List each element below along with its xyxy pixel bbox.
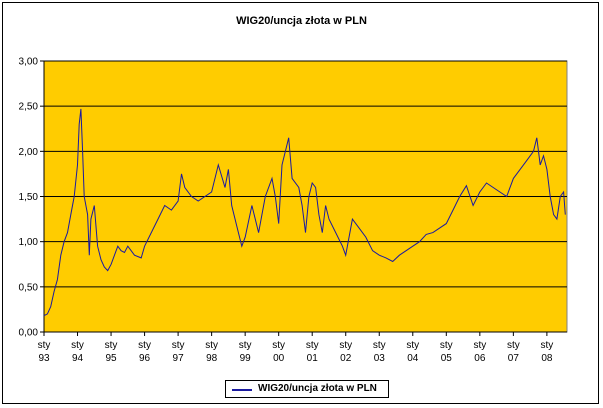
x-tick-label-month: sty [540, 340, 553, 351]
x-tick-label-month: sty [339, 340, 352, 351]
y-tick-label: 0,50 [19, 282, 39, 293]
x-tick-label-month: sty [373, 340, 386, 351]
x-tick-label-year: 98 [206, 353, 218, 364]
y-tick-label: 1,50 [19, 192, 39, 203]
x-tick-label-month: sty [138, 340, 151, 351]
y-tick-label: 2,50 [19, 102, 39, 113]
x-tick-label-year: 93 [38, 353, 50, 364]
x-tick-label-month: sty [172, 340, 185, 351]
y-tick-label: 0,00 [19, 328, 39, 339]
x-tick-label-year: 00 [273, 353, 285, 364]
x-tick-label-year: 95 [105, 353, 117, 364]
x-tick-label-month: sty [105, 340, 118, 351]
x-tick-label-month: sty [473, 340, 486, 351]
x-tick-label-year: 04 [407, 353, 419, 364]
y-tick-label: 1,00 [19, 237, 39, 248]
grid-lines [44, 60, 567, 288]
x-tick-label-year: 03 [374, 353, 386, 364]
x-tick-label-month: sty [507, 340, 520, 351]
x-tick-label-month: sty [440, 340, 453, 351]
x-tick-label-month: sty [272, 340, 285, 351]
x-tick-label-month: sty [239, 340, 252, 351]
x-tick-label-month: sty [306, 340, 319, 351]
x-tick-label-year: 05 [441, 353, 453, 364]
x-axis: sty 93 sty 94 sty 95 sty 96 sty 97 sty 98 sty 99 sty 00… [38, 331, 567, 364]
x-tick-label-month: sty [406, 340, 419, 351]
y-tick-label: 2,00 [19, 147, 39, 158]
x-tick-label-month: sty [38, 340, 51, 351]
y-tick-label: 3,00 [19, 57, 39, 68]
x-tick-label-year: 02 [340, 353, 352, 364]
x-tick-label-year: 97 [173, 353, 185, 364]
legend: WIG20/uncja złota w PLN [225, 380, 389, 398]
series-line [43, 108, 566, 317]
y-axis: 0,00 0,50 1,00 1,50 2,00 2,50 3,00 [19, 57, 45, 339]
x-tick-label-year: 99 [240, 353, 252, 364]
x-tick-label-year: 96 [139, 353, 151, 364]
x-tick-label-year: 94 [72, 353, 84, 364]
x-tick-label-month: sty [71, 340, 84, 351]
chart-title: WIG20/uncja złota w PLN [236, 15, 367, 27]
x-tick-label-year: 07 [508, 353, 520, 364]
x-tick-label-year: 08 [541, 353, 553, 364]
x-tick-label-year: 01 [307, 353, 319, 364]
x-tick-label-month: sty [205, 340, 218, 351]
legend-line-swatch [232, 389, 252, 391]
legend-label: WIG20/uncja złota w PLN [258, 383, 377, 394]
x-tick-label-year: 06 [474, 353, 486, 364]
